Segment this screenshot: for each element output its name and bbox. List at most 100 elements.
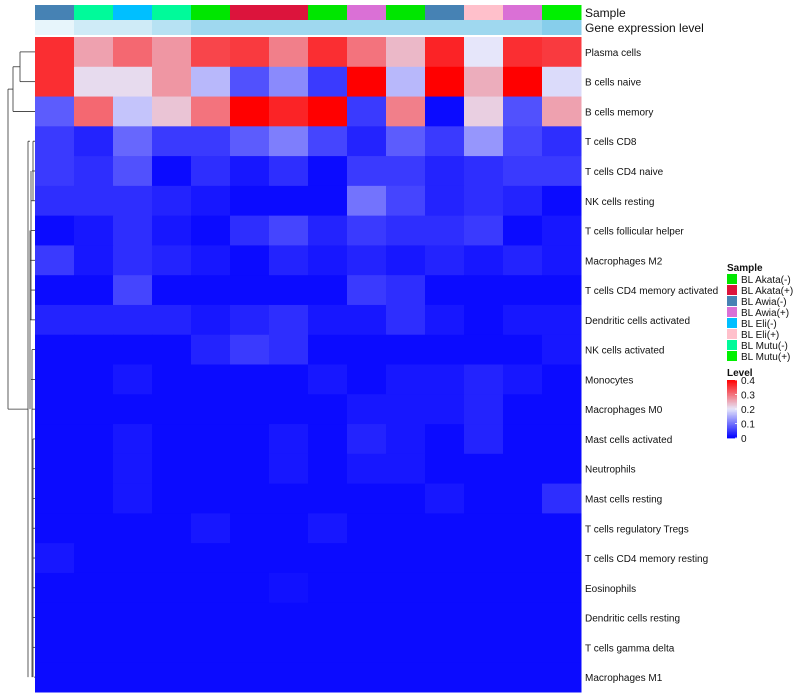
heatmap-cell xyxy=(386,334,426,365)
heatmap-cell xyxy=(230,245,270,276)
sample-annotation-cell xyxy=(230,5,270,20)
heatmap-cell xyxy=(386,632,426,663)
heatmap-cell xyxy=(74,275,114,306)
heatmap-cell xyxy=(230,632,270,663)
heatmap-cell xyxy=(230,513,270,544)
heatmap-cell xyxy=(152,334,192,365)
heatmap-cell xyxy=(464,304,504,336)
heatmap-cell xyxy=(308,364,348,395)
sample-annotation-cell xyxy=(464,5,504,20)
heatmap-cell xyxy=(269,304,309,336)
heatmap-cell xyxy=(308,453,348,485)
heatmap-cell xyxy=(230,483,270,514)
heatmap-cell xyxy=(74,37,114,68)
sample-legend-label: BL Akata(+) xyxy=(741,286,793,297)
heatmap-cell xyxy=(347,483,387,514)
sample-legend-swatch xyxy=(727,351,737,361)
heatmap-cell xyxy=(464,66,504,98)
level-colorbar-segment xyxy=(727,400,737,403)
heatmap-cell xyxy=(113,96,153,127)
heatmap-cell xyxy=(542,37,582,68)
heatmap-cell xyxy=(347,215,387,246)
heatmap-cell xyxy=(35,602,75,633)
sample-annotation-cell xyxy=(542,5,582,20)
level-colorbar-segment xyxy=(727,403,737,406)
heatmap-cell xyxy=(464,215,504,246)
heatmap-cell xyxy=(35,66,75,98)
heatmap-cell xyxy=(35,424,75,455)
heatmap-cell xyxy=(464,275,504,306)
heatmap-cell xyxy=(113,513,153,544)
level-colorbar-segment xyxy=(727,381,737,384)
level-colorbar-tick-label: 0.1 xyxy=(741,420,755,431)
heatmap-cell xyxy=(308,394,348,425)
heatmap-cell xyxy=(425,96,465,127)
heatmap-cell xyxy=(425,364,465,395)
heatmap-cell xyxy=(503,513,543,544)
heatmap-cell xyxy=(308,66,348,98)
level-colorbar-segment xyxy=(727,414,737,417)
heatmap-cell xyxy=(464,394,504,425)
heatmap-cell xyxy=(503,215,543,246)
level-colorbar-segment xyxy=(727,390,737,392)
heatmap-cell xyxy=(464,364,504,395)
heatmap-cell xyxy=(347,543,387,574)
level-colorbar-tick-label: 0.4 xyxy=(741,376,755,387)
heatmap-cell xyxy=(542,662,582,693)
heatmap-cell xyxy=(308,334,348,365)
heatmap-cell xyxy=(542,275,582,306)
heatmap-cell xyxy=(74,215,114,246)
heatmap-cell xyxy=(152,96,192,127)
level-colorbar-segment xyxy=(727,410,737,413)
heatmap-cell xyxy=(386,543,426,574)
heatmap-cell xyxy=(503,156,543,187)
heatmap-cell xyxy=(308,156,348,187)
heatmap-cell xyxy=(230,215,270,246)
heatmap-cell xyxy=(191,304,231,336)
heatmap-cell xyxy=(230,304,270,336)
heatmap-cell xyxy=(113,275,153,306)
gene-level-annotation-cell xyxy=(347,20,387,35)
level-colorbar-segment xyxy=(727,417,737,420)
heatmap-cell xyxy=(386,483,426,514)
heatmap-cell xyxy=(269,364,309,395)
heatmap-cell xyxy=(503,66,543,98)
gene-level-annotation-cell xyxy=(386,20,426,35)
heatmap-cell xyxy=(503,96,543,127)
heatmap-cell xyxy=(74,66,114,98)
heatmap-cell xyxy=(191,543,231,574)
heatmap-cell xyxy=(35,364,75,395)
heatmap-cell xyxy=(113,215,153,246)
row-label: T cells regulatory Tregs xyxy=(585,524,689,535)
heatmap-cell xyxy=(113,66,153,98)
heatmap-cell xyxy=(269,245,309,276)
heatmap-cell xyxy=(191,424,231,455)
heatmap-cell xyxy=(503,304,543,336)
heatmap-cell xyxy=(152,572,192,604)
level-colorbar-segment xyxy=(727,422,737,424)
heatmap-cell xyxy=(35,96,75,127)
heatmap-cell xyxy=(425,66,465,98)
heatmap-cell xyxy=(152,394,192,425)
level-colorbar-segment xyxy=(727,393,737,395)
sample-annotation-cell xyxy=(386,5,426,20)
heatmap-cell xyxy=(425,304,465,336)
heatmap-cell xyxy=(152,245,192,276)
sample-annotation-cell xyxy=(74,5,114,20)
heatmap-cell xyxy=(230,602,270,633)
row-label: B cells naive xyxy=(585,78,642,89)
heatmap-cell xyxy=(464,96,504,127)
heatmap-cell xyxy=(386,602,426,633)
gene-level-annotation-cell xyxy=(464,20,504,35)
heatmap-cell xyxy=(152,304,192,336)
heatmap-cell xyxy=(542,572,582,604)
row-labels: Plasma cells B cells naive B cells memory T… xyxy=(585,48,718,684)
level-colorbar-segment xyxy=(727,382,737,385)
heatmap-cell xyxy=(35,245,75,276)
sample-legend-swatch xyxy=(727,285,737,295)
sample-annotation-cell xyxy=(425,5,465,20)
heatmap-cell xyxy=(425,572,465,604)
heatmap-cell xyxy=(113,245,153,276)
heatmap-cell xyxy=(425,245,465,276)
